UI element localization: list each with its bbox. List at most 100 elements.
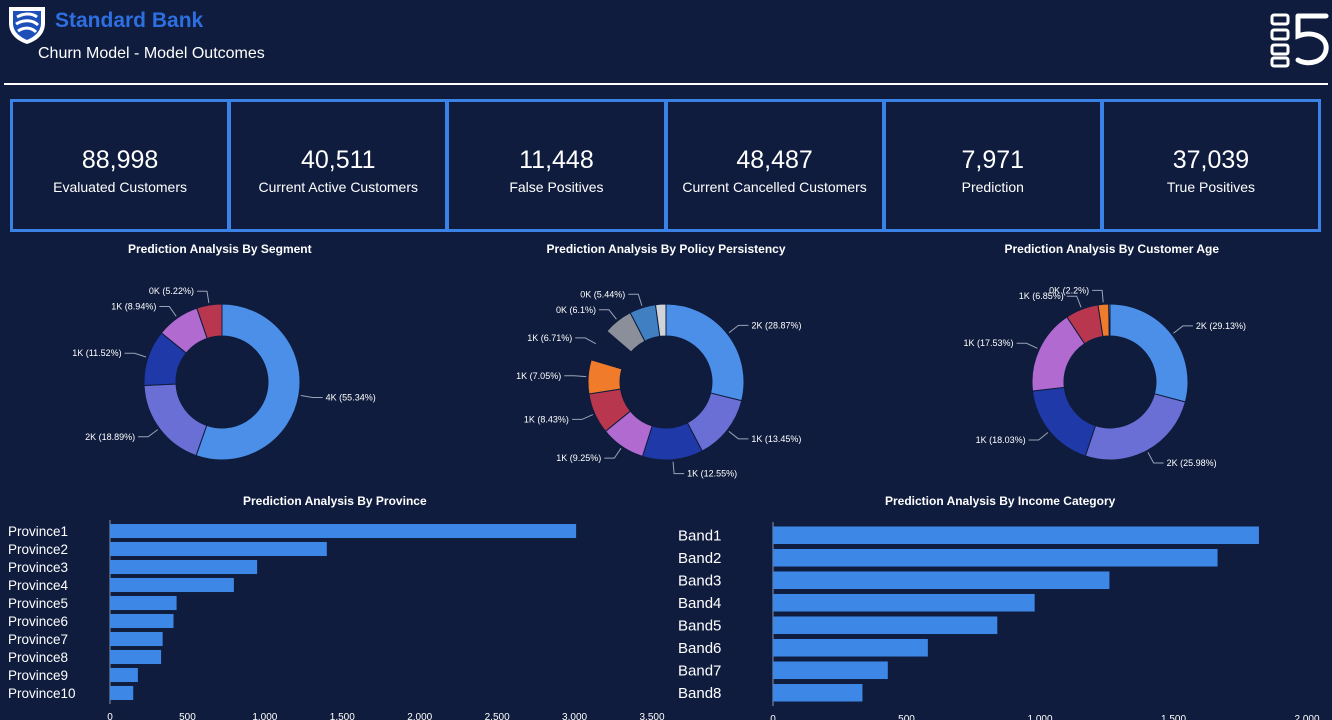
kpi-row: 88,998 Evaluated Customers 40,511 Curren…: [10, 99, 1321, 232]
bar[interactable]: [773, 571, 1110, 590]
x-tick-label: 0: [107, 712, 113, 720]
donut-data-label: 0K (2.2%): [1049, 285, 1089, 295]
donut-slice[interactable]: [1108, 303, 1111, 337]
category-label: Province10: [8, 686, 76, 701]
donut-slice[interactable]: [196, 303, 223, 340]
bar[interactable]: [110, 523, 577, 539]
donut-leader-line: [628, 293, 643, 306]
donut-leader-line: [672, 461, 685, 475]
province-bar-chart: Province1 Province2 Province3 Province4 Prov…: [8, 520, 665, 720]
donut-data-label: 2K (18.89%): [85, 432, 135, 442]
persistency-chart-title: Prediction Analysis By Policy Persistenc…: [546, 242, 786, 256]
bar[interactable]: [110, 667, 138, 683]
bar[interactable]: [110, 577, 234, 593]
donut-leader-line: [604, 447, 622, 459]
page-title: Churn Model - Model Outcomes: [38, 45, 265, 62]
category-label: Band7: [678, 663, 721, 680]
donut-leader-line: [598, 309, 617, 320]
x-tick-label: 2,000: [1294, 714, 1319, 720]
x-tick-label: 3,000: [562, 712, 587, 720]
donut-leader-line: [564, 375, 587, 378]
category-label: Band5: [678, 618, 721, 635]
kpi-card: 48,487 Current Cancelled Customers: [668, 102, 886, 229]
segment-chart-title: Prediction Analysis By Segment: [128, 242, 312, 256]
kpi-label: Current Active Customers: [258, 179, 419, 195]
donut-slice[interactable]: [665, 303, 745, 402]
donut-leader-line: [1016, 342, 1038, 349]
category-label: Band4: [678, 595, 721, 612]
donut-data-label: 1K (13.45%): [751, 434, 801, 444]
bar[interactable]: [773, 526, 1259, 545]
x-tick-label: 2,500: [485, 712, 510, 720]
income-chart-title: Prediction Analysis By Income Category: [885, 494, 1116, 508]
donut-data-label: 1K (9.25%): [556, 453, 601, 463]
x-tick-label: 1,500: [1161, 714, 1186, 720]
donut-data-label: 1K (12.55%): [687, 469, 737, 479]
donut-slice[interactable]: [1109, 303, 1189, 403]
bar[interactable]: [773, 638, 928, 657]
donut-data-label: 1K (8.94%): [111, 302, 156, 312]
age-chart-title: Prediction Analysis By Customer Age: [1004, 242, 1220, 256]
donut-leader-line: [124, 352, 147, 358]
kpi-value: 37,039: [1172, 146, 1250, 174]
donut-data-label: 2K (29.13%): [1196, 321, 1246, 331]
donut-data-label: 1K (18.03%): [976, 435, 1026, 445]
bar[interactable]: [773, 548, 1218, 567]
kpi-value: 11,448: [519, 146, 594, 174]
bar[interactable]: [773, 683, 863, 702]
donut-data-label: 4K (55.34%): [326, 393, 376, 403]
donut-slice[interactable]: [654, 303, 667, 337]
header-divider: [4, 83, 1328, 85]
kpi-label: Evaluated Customers: [53, 179, 187, 195]
donut-leader-line: [575, 337, 597, 345]
donut-slice[interactable]: [1084, 393, 1186, 461]
kpi-card: 11,448 False Positives: [449, 102, 668, 229]
kpi-value: 7,971: [961, 146, 1025, 174]
donut-data-label: 1K (11.52%): [72, 348, 121, 358]
donut-data-label: 2K (25.98%): [1167, 458, 1217, 468]
income-bar-chart: Band1 Band2 Band3 Band4 Band5 Band6 Band7 Band8…: [678, 522, 1320, 720]
bar[interactable]: [110, 685, 134, 701]
category-label: Province2: [8, 542, 68, 557]
x-tick-label: 2,000: [407, 712, 432, 720]
x-tick-label: 0: [770, 714, 776, 720]
donut-data-label: 1K (6.85%): [1019, 291, 1064, 301]
donut-data-label: 0K (6.1%): [556, 305, 596, 315]
bar[interactable]: [110, 613, 174, 629]
x-tick-label: 1,000: [252, 712, 277, 720]
donut-leader-line: [1173, 325, 1193, 334]
bar[interactable]: [110, 631, 163, 647]
shield-icon: [9, 7, 45, 44]
bar[interactable]: [773, 661, 888, 680]
bar[interactable]: [773, 593, 1035, 612]
persistency-donut-chart: 2K (28.87%) 1K (13.45%) 1K (12.55%) 1K (9.2…: [516, 289, 801, 479]
kpi-label: Current Cancelled Customers: [682, 179, 867, 195]
donut-leader-line: [571, 414, 594, 420]
donut-leader-line: [1028, 432, 1049, 441]
kpi-label: True Positives: [1166, 179, 1256, 195]
donut-slice[interactable]: [195, 303, 301, 461]
donut-leader-line: [138, 429, 159, 438]
kpi-value: 88,998: [81, 146, 159, 174]
x-tick-label: 1,500: [330, 712, 355, 720]
kpi-card: 37,039 True Positives: [1104, 102, 1318, 229]
donut-leader-line: [300, 394, 323, 399]
bar[interactable]: [110, 595, 177, 611]
category-label: Band3: [678, 573, 721, 590]
category-label: Band6: [678, 640, 721, 657]
x-tick-label: 1,000: [1027, 714, 1052, 720]
donut-data-label: 1K (8.43%): [524, 414, 569, 424]
bar[interactable]: [110, 559, 258, 575]
brand-name: Standard Bank: [55, 9, 204, 32]
category-label: Band2: [678, 550, 721, 567]
donut-slice[interactable]: [1031, 386, 1097, 457]
segment-donut-chart: 4K (55.34%) 2K (18.89%) 1K (11.52%) 1K (8.9…: [72, 286, 376, 461]
bar[interactable]: [773, 616, 998, 635]
donut-leader-line: [728, 324, 749, 334]
category-label: Province1: [8, 524, 68, 539]
donut-leader-line: [728, 431, 749, 440]
donut-slice[interactable]: [143, 383, 208, 457]
bar[interactable]: [110, 541, 327, 557]
x-tick-label: 500: [179, 712, 196, 720]
bar[interactable]: [110, 649, 162, 665]
